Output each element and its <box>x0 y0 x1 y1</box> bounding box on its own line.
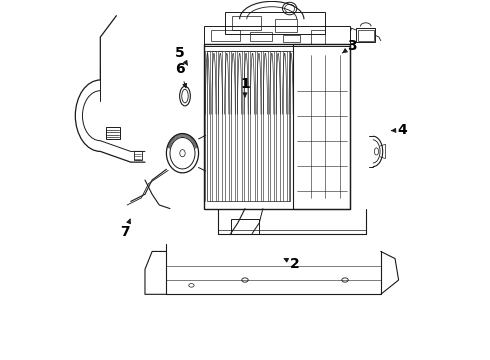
Bar <box>356 28 375 42</box>
Text: 2: 2 <box>284 257 300 271</box>
Bar <box>283 35 300 42</box>
Bar <box>134 152 143 160</box>
Bar <box>358 30 373 41</box>
Bar <box>293 44 350 208</box>
Bar <box>211 30 240 41</box>
Text: 1: 1 <box>240 77 250 97</box>
Bar <box>250 32 272 41</box>
Bar <box>225 12 325 33</box>
Bar <box>106 127 120 139</box>
Bar <box>204 26 350 46</box>
Text: 5: 5 <box>175 46 188 66</box>
Bar <box>232 16 261 30</box>
Text: 4: 4 <box>392 123 407 137</box>
Bar <box>204 44 350 208</box>
Bar <box>311 30 325 44</box>
Text: 3: 3 <box>343 39 357 53</box>
Bar <box>207 51 290 202</box>
Bar <box>231 219 259 234</box>
Text: 7: 7 <box>121 219 130 239</box>
Text: 6: 6 <box>175 62 187 88</box>
Bar <box>275 19 297 32</box>
